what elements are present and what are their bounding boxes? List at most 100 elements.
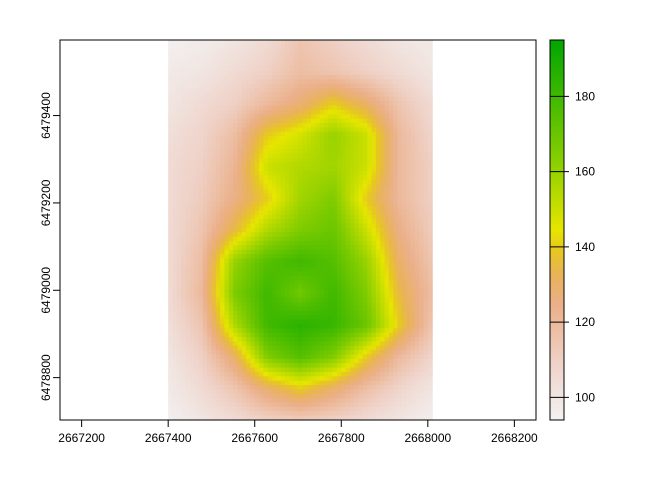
raster-cell xyxy=(358,101,364,107)
raster-cell xyxy=(263,210,269,216)
raster-cell xyxy=(181,70,187,76)
raster-cell xyxy=(302,293,308,299)
raster-cell xyxy=(172,328,178,334)
raster-cell xyxy=(168,328,174,334)
raster-cell xyxy=(302,175,308,181)
raster-cell xyxy=(267,48,273,54)
raster-cell xyxy=(285,96,290,102)
raster-cell xyxy=(237,354,243,360)
raster-cell xyxy=(388,341,394,347)
raster-cell xyxy=(323,109,329,115)
raster-cell xyxy=(215,70,221,76)
raster-cell xyxy=(172,371,178,377)
raster-cell xyxy=(285,153,290,159)
raster-cell xyxy=(241,380,247,386)
raster-cell xyxy=(354,79,360,85)
raster-cell xyxy=(358,153,364,159)
raster-cell xyxy=(215,345,221,351)
raster-cell xyxy=(315,363,321,369)
raster-cell xyxy=(168,214,174,220)
raster-cell xyxy=(388,74,394,80)
raster-cell xyxy=(202,297,208,303)
raster-cell xyxy=(328,297,334,303)
raster-cell xyxy=(263,140,269,146)
raster-cell xyxy=(189,149,195,155)
raster-cell xyxy=(319,275,325,281)
raster-cell xyxy=(172,214,178,220)
raster-cell xyxy=(362,315,368,321)
raster-cell xyxy=(319,122,325,128)
raster-cell xyxy=(220,393,226,399)
raster-cell xyxy=(406,96,412,102)
raster-cell xyxy=(267,337,273,342)
raster-cell xyxy=(285,205,290,211)
raster-cell xyxy=(410,380,416,386)
raster-cell xyxy=(332,288,338,294)
raster-cell xyxy=(332,345,338,351)
raster-cell xyxy=(246,315,251,321)
raster-cell xyxy=(323,131,329,137)
raster-cell xyxy=(181,61,187,67)
raster-cell xyxy=(246,201,251,207)
raster-cell xyxy=(319,205,325,211)
raster-cell xyxy=(267,284,273,290)
raster-cell xyxy=(414,118,420,124)
raster-cell xyxy=(384,262,390,268)
raster-cell xyxy=(233,40,239,45)
raster-cell xyxy=(198,275,204,281)
raster-cell xyxy=(393,157,399,163)
raster-cell xyxy=(168,88,174,94)
raster-cell xyxy=(259,179,264,185)
raster-cell xyxy=(345,48,351,54)
raster-cell xyxy=(176,140,182,146)
raster-cell xyxy=(237,258,243,264)
raster-cell xyxy=(246,127,251,133)
raster-cell xyxy=(332,363,338,369)
raster-cell xyxy=(202,61,208,67)
raster-cell xyxy=(319,380,325,386)
raster-cell xyxy=(380,236,386,242)
raster-cell xyxy=(388,157,394,163)
raster-cell xyxy=(332,48,338,54)
raster-cell xyxy=(194,389,200,395)
raster-cell xyxy=(176,70,182,76)
raster-cell xyxy=(406,315,412,321)
raster-cell xyxy=(414,48,420,54)
raster-cell xyxy=(397,92,403,98)
raster-cell xyxy=(306,109,312,115)
raster-cell xyxy=(358,219,364,225)
raster-cell xyxy=(289,380,295,386)
raster-cell xyxy=(427,293,433,299)
raster-cell xyxy=(384,232,390,238)
raster-cell xyxy=(224,74,230,80)
raster-cell xyxy=(388,293,394,299)
raster-cell xyxy=(172,109,178,115)
raster-cell xyxy=(367,363,373,369)
raster-cell xyxy=(228,140,234,146)
raster-cell xyxy=(263,354,269,360)
raster-cell xyxy=(285,358,290,364)
raster-cell xyxy=(427,376,433,382)
raster-cell xyxy=(371,92,377,98)
raster-cell xyxy=(254,341,260,347)
raster-cell xyxy=(220,171,226,176)
raster-cell xyxy=(233,101,239,107)
raster-cell xyxy=(401,310,407,316)
raster-cell xyxy=(250,319,256,325)
raster-cell xyxy=(302,328,308,334)
raster-cell xyxy=(349,175,355,181)
raster-cell xyxy=(349,197,355,203)
raster-cell xyxy=(384,258,390,264)
raster-cell xyxy=(315,179,321,185)
raster-cell xyxy=(289,118,295,124)
raster-cell xyxy=(349,354,355,360)
raster-cell xyxy=(298,162,303,168)
raster-cell xyxy=(194,92,200,98)
raster-cell xyxy=(293,74,299,80)
raster-cell xyxy=(349,201,355,207)
raster-cell xyxy=(168,332,174,338)
raster-cell xyxy=(319,188,325,194)
raster-cell xyxy=(419,315,425,321)
raster-cell xyxy=(237,162,243,168)
raster-cell xyxy=(397,219,403,225)
